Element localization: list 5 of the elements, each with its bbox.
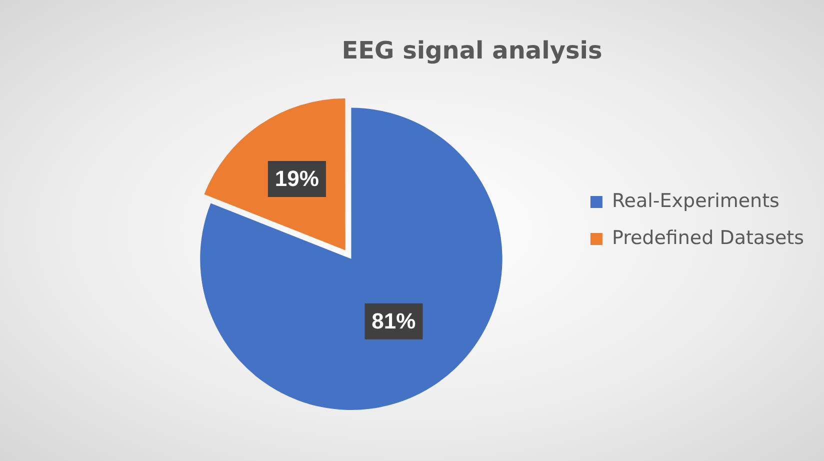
chart-title: EEG signal analysis [342, 36, 602, 65]
legend-label: Real-Experiments [612, 190, 780, 212]
data-label: 81% [372, 308, 416, 334]
data-label: 19% [274, 166, 319, 192]
legend-label: Predefined Datasets [612, 226, 804, 249]
